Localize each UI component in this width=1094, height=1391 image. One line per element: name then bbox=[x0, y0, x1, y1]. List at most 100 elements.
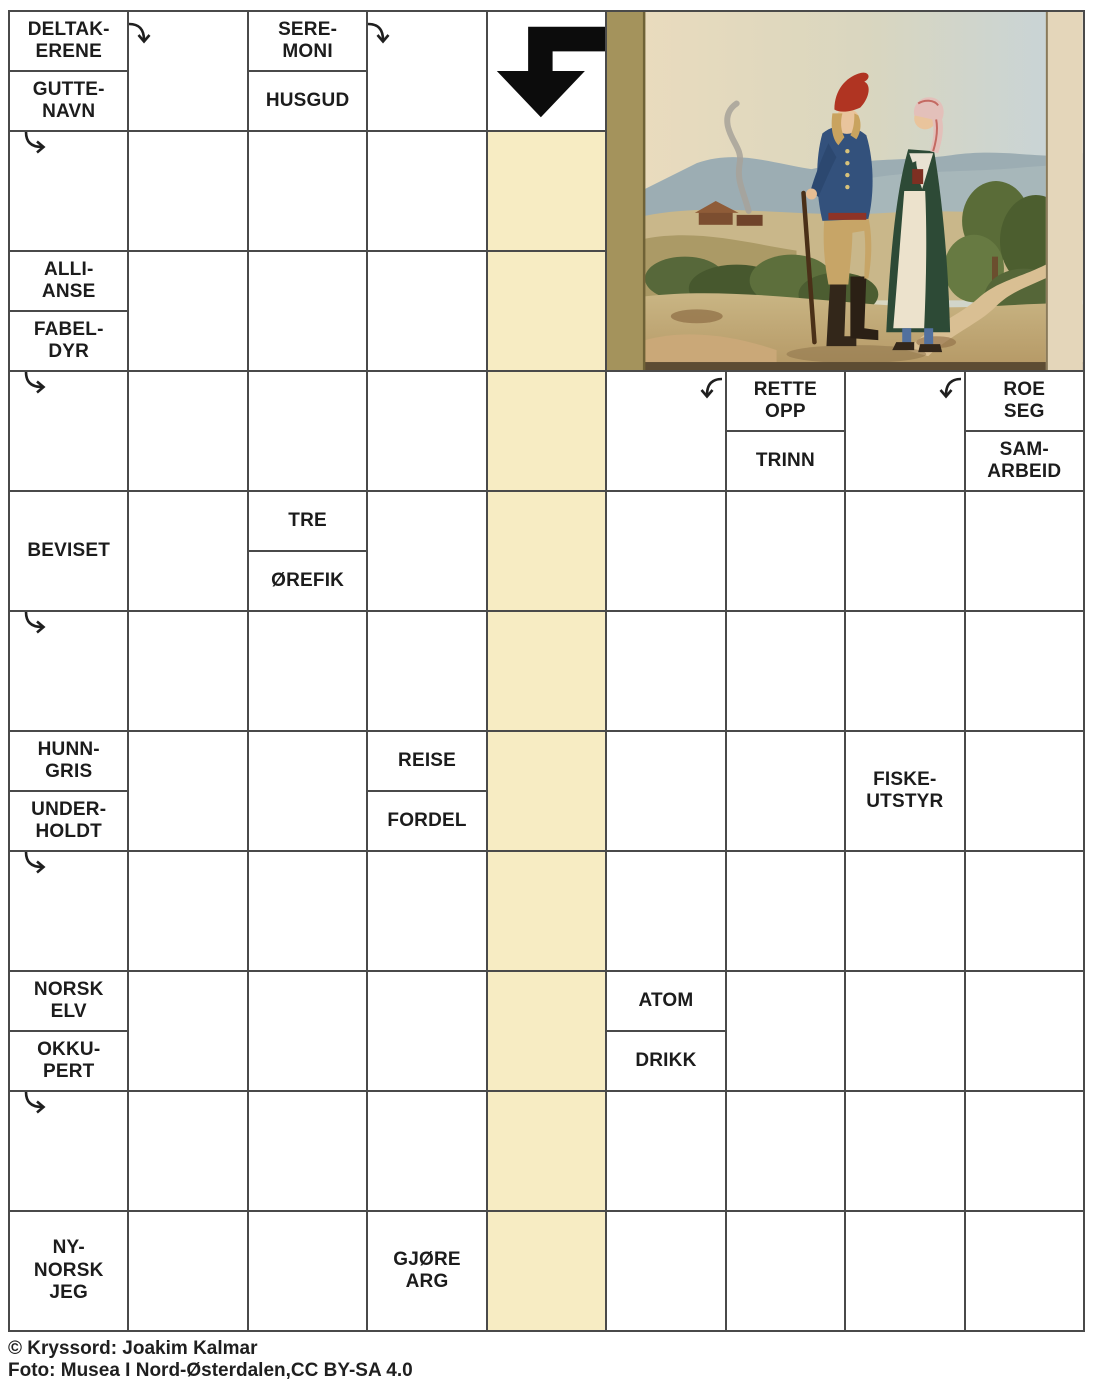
answer-cell-r8c7[interactable] bbox=[725, 851, 846, 971]
answer-cell-r5c4[interactable] bbox=[367, 491, 487, 611]
clue-bottom: TRINN bbox=[755, 449, 815, 471]
answer-cell-r10c9[interactable] bbox=[964, 1091, 1084, 1211]
clue-cell-r7c8: FISKE- UTSTYR bbox=[845, 731, 965, 851]
answer-cell-r3c4[interactable] bbox=[367, 251, 487, 371]
answer-cell-r11c9[interactable] bbox=[964, 1211, 1084, 1331]
woman-figure bbox=[886, 97, 951, 353]
answer-cell-r8c6[interactable] bbox=[606, 851, 726, 971]
answer-cell-r10c3[interactable] bbox=[247, 1091, 368, 1211]
answer-cell-r9c7[interactable] bbox=[725, 971, 846, 1091]
answer-cell-r7c7[interactable] bbox=[725, 731, 846, 851]
solution-column-cell-r8[interactable] bbox=[486, 851, 607, 971]
answer-cell-r5c8[interactable] bbox=[845, 491, 965, 611]
clue-top: SERE- MONI bbox=[248, 12, 367, 72]
answer-cell-r2c4[interactable] bbox=[367, 131, 487, 251]
answer-cell-r4c1[interactable] bbox=[9, 371, 129, 491]
answer-cell-r6c4[interactable] bbox=[367, 611, 487, 731]
clue-bottom: DRIKK bbox=[635, 1049, 697, 1071]
answer-cell-r8c1[interactable] bbox=[9, 851, 129, 971]
answer-cell-r9c2[interactable] bbox=[128, 971, 248, 1091]
answer-cell-r4c3[interactable] bbox=[247, 371, 368, 491]
answer-cell-r6c7[interactable] bbox=[725, 611, 846, 731]
answer-cell-r6c2[interactable] bbox=[128, 611, 248, 731]
solution-column-cell-r10[interactable] bbox=[486, 1091, 607, 1211]
answer-cell-r5c9[interactable] bbox=[964, 491, 1084, 611]
answer-cell-r1c2[interactable] bbox=[128, 11, 248, 131]
answer-cell-r5c2[interactable] bbox=[128, 491, 248, 611]
answer-cell-r10c8[interactable] bbox=[845, 1091, 965, 1211]
answer-cell-r7c9[interactable] bbox=[964, 731, 1084, 851]
turn-right-arrow-icon bbox=[24, 371, 46, 394]
answer-cell-r10c2[interactable] bbox=[128, 1091, 248, 1211]
answer-cell-r3c3[interactable] bbox=[247, 251, 368, 371]
answer-cell-r4c8[interactable] bbox=[845, 371, 965, 491]
answer-cell-r10c1[interactable] bbox=[9, 1091, 129, 1211]
solution-column-cell-r5[interactable] bbox=[486, 491, 607, 611]
answer-cell-r6c8[interactable] bbox=[845, 611, 965, 731]
clue-cell-r11c1: NY- NORSK JEG bbox=[9, 1211, 129, 1331]
answer-cell-r8c8[interactable] bbox=[845, 851, 965, 971]
answer-cell-r2c3[interactable] bbox=[247, 131, 368, 251]
answer-cell-r6c9[interactable] bbox=[964, 611, 1084, 731]
answer-cell-r10c7[interactable] bbox=[725, 1091, 846, 1211]
puzzle-photo-cell bbox=[606, 11, 1084, 371]
solution-arrow-cell bbox=[486, 11, 607, 131]
solution-column-cell-r7[interactable] bbox=[486, 731, 607, 851]
answer-cell-r11c7[interactable] bbox=[725, 1211, 846, 1331]
credits: © Kryssord: Joakim Kalmar Foto: Musea I … bbox=[8, 1338, 413, 1382]
clue-bottom: SAM- ARBEID bbox=[987, 438, 1062, 483]
answer-cell-r1c4[interactable] bbox=[367, 11, 487, 131]
answer-cell-r9c9[interactable] bbox=[964, 971, 1084, 1091]
answer-cell-r2c1[interactable] bbox=[9, 131, 129, 251]
answer-cell-r4c2[interactable] bbox=[128, 371, 248, 491]
answer-cell-r7c6[interactable] bbox=[606, 731, 726, 851]
answer-cell-r3c2[interactable] bbox=[128, 251, 248, 371]
answer-cell-r10c4[interactable] bbox=[367, 1091, 487, 1211]
solution-column-cell-r2[interactable] bbox=[486, 131, 607, 251]
solution-column-cell-r4[interactable] bbox=[486, 371, 607, 491]
turn-right-arrow-icon bbox=[24, 131, 46, 154]
answer-cell-r8c3[interactable] bbox=[247, 851, 368, 971]
answer-cell-r10c6[interactable] bbox=[606, 1091, 726, 1211]
answer-cell-r4c6[interactable] bbox=[606, 371, 726, 491]
solution-column-cell-r11[interactable] bbox=[486, 1211, 607, 1331]
clue-bottom: HUSGUD bbox=[265, 89, 350, 111]
answer-cell-r11c6[interactable] bbox=[606, 1211, 726, 1331]
answer-cell-r11c8[interactable] bbox=[845, 1211, 965, 1331]
solution-column-cell-r9[interactable] bbox=[486, 971, 607, 1091]
clue-cell-r1c1: DELTAK- ERENE GUTTE- NAVN bbox=[9, 11, 129, 131]
turn-down-left-arrow-icon bbox=[939, 377, 961, 399]
answer-cell-r11c2[interactable] bbox=[128, 1211, 248, 1331]
turn-right-arrow-icon bbox=[24, 1091, 46, 1114]
clue-cell-r7c4: REISE FORDEL bbox=[367, 731, 487, 851]
clue-bottom: UNDER- HOLDT bbox=[31, 798, 107, 843]
clue-cell-r11c4: GJØRE ARG bbox=[367, 1211, 487, 1331]
answer-cell-r6c1[interactable] bbox=[9, 611, 129, 731]
clue-cell-r4c7: RETTE OPP TRINN bbox=[725, 371, 846, 491]
answer-cell-r7c3[interactable] bbox=[247, 731, 368, 851]
answer-cell-r7c2[interactable] bbox=[128, 731, 248, 851]
answer-cell-r5c7[interactable] bbox=[725, 491, 846, 611]
answer-cell-r8c2[interactable] bbox=[128, 851, 248, 971]
answer-cell-r4c4[interactable] bbox=[367, 371, 487, 491]
clue-bottom: FORDEL bbox=[387, 809, 467, 831]
solution-column-cell-r6[interactable] bbox=[486, 611, 607, 731]
clue-top: HUNN- GRIS bbox=[10, 732, 128, 792]
turn-right-arrow-icon bbox=[24, 611, 46, 634]
turn-down-arrow-icon bbox=[368, 22, 390, 44]
clue-bottom: ØREFIK bbox=[271, 569, 345, 591]
clue-top: TRE bbox=[248, 492, 367, 552]
answer-cell-r9c8[interactable] bbox=[845, 971, 965, 1091]
answer-cell-r9c3[interactable] bbox=[247, 971, 368, 1091]
answer-cell-r6c6[interactable] bbox=[606, 611, 726, 731]
answer-cell-r8c4[interactable] bbox=[367, 851, 487, 971]
answer-cell-r8c9[interactable] bbox=[964, 851, 1084, 971]
answer-cell-r9c4[interactable] bbox=[367, 971, 487, 1091]
answer-cell-r11c3[interactable] bbox=[247, 1211, 368, 1331]
credit-author: © Kryssord: Joakim Kalmar bbox=[8, 1338, 258, 1359]
answer-cell-r5c6[interactable] bbox=[606, 491, 726, 611]
folk-costume-painting bbox=[607, 12, 1083, 370]
answer-cell-r6c3[interactable] bbox=[247, 611, 368, 731]
answer-cell-r2c2[interactable] bbox=[128, 131, 248, 251]
solution-column-cell-r3[interactable] bbox=[486, 251, 607, 371]
